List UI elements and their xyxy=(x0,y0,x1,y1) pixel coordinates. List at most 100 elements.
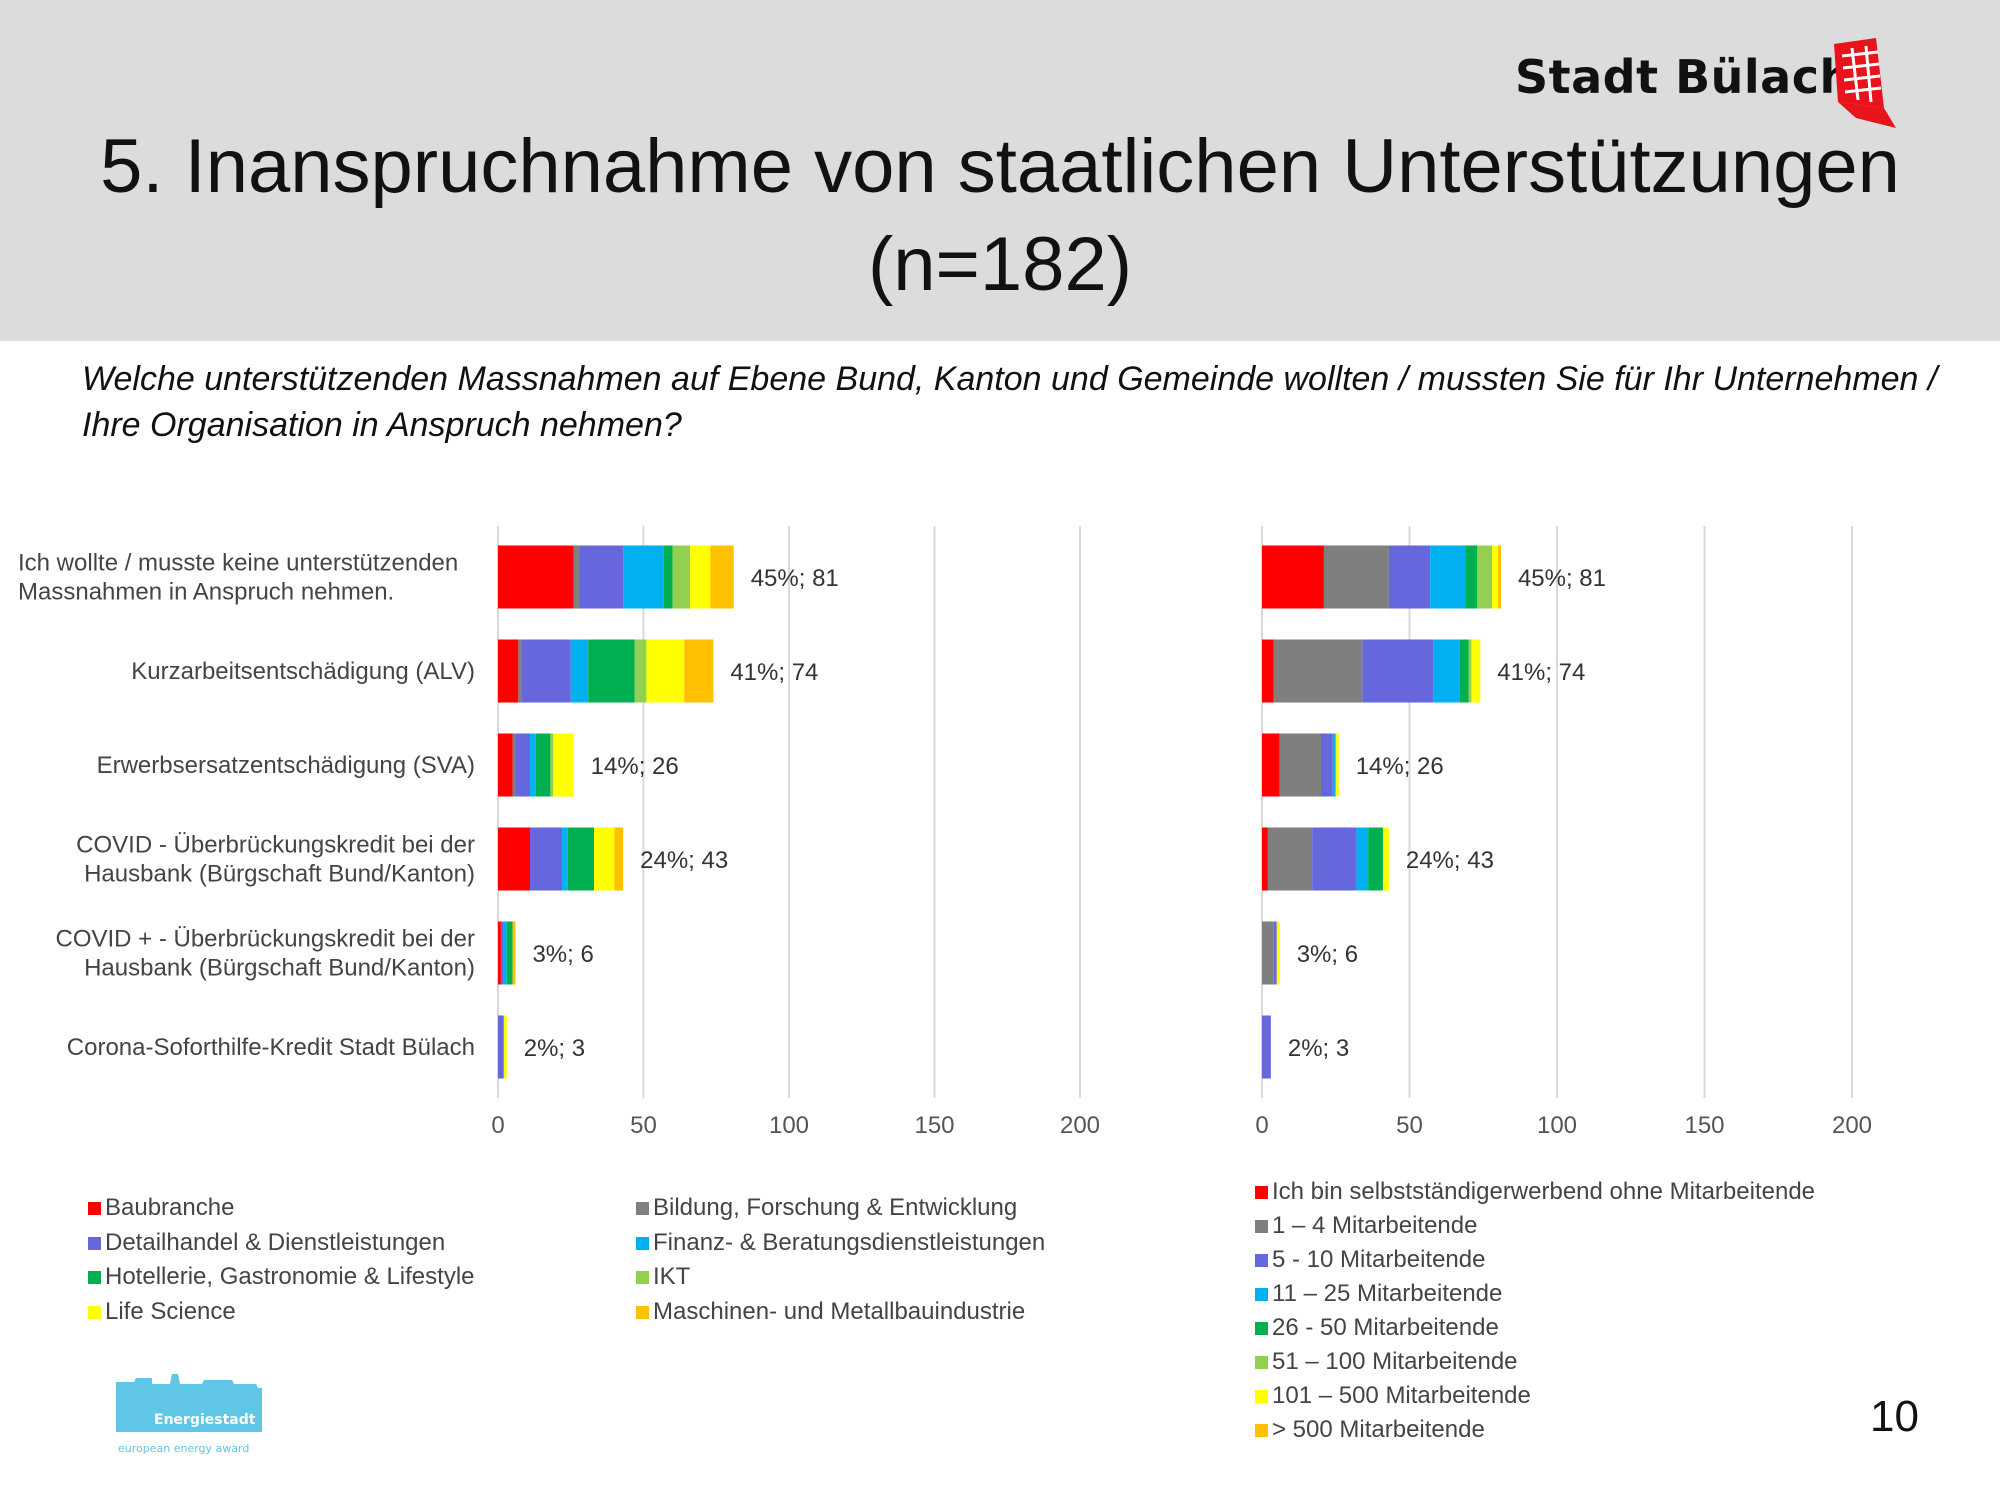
legend-label: Hotellerie, Gastronomie & Lifestyle xyxy=(105,1263,475,1290)
bar-segment xyxy=(672,545,691,609)
page-title-line2: (n=182) xyxy=(867,222,1133,307)
bar-segment xyxy=(1323,545,1389,609)
legend-swatch xyxy=(1255,1288,1268,1301)
page-number: 10 xyxy=(1870,1392,1919,1441)
x-tick-label: 100 xyxy=(769,1112,809,1139)
legend-label: > 500 Mitarbeitende xyxy=(1272,1416,1485,1443)
category-label: Kurzarbeitsentschädigung (ALV) xyxy=(131,658,475,685)
bar-segment xyxy=(1273,921,1277,985)
data-label: 3%; 6 xyxy=(532,941,593,968)
bar-segment xyxy=(503,1015,507,1079)
data-label: 3%; 6 xyxy=(1297,941,1358,968)
bar-segment xyxy=(1430,545,1466,609)
energiestadt-logo-subtext: european energy award xyxy=(118,1442,249,1455)
bar-segment xyxy=(1262,1015,1271,1079)
legend-label: 51 – 100 Mitarbeitende xyxy=(1272,1348,1518,1375)
bar-segment xyxy=(663,545,673,609)
energiestadt-logo: Energiestadt european energy award xyxy=(116,1374,262,1455)
legend-swatch xyxy=(1255,1424,1268,1437)
page-title-line1: 5. Inanspruchnahme von staatlichen Unter… xyxy=(100,124,1900,209)
legend-item: 101 – 500 Mitarbeitende xyxy=(1255,1382,1531,1410)
x-tick-label: 50 xyxy=(1396,1112,1423,1139)
legend-label: 1 – 4 Mitarbeitende xyxy=(1272,1212,1478,1239)
legend-item: Hotellerie, Gastronomie & Lifestyle xyxy=(88,1263,475,1291)
bar-segment xyxy=(1388,545,1431,609)
bar-segment xyxy=(550,733,554,797)
bar-segment xyxy=(1312,827,1357,891)
bar-segment xyxy=(521,639,571,703)
legend-item: 11 – 25 Mitarbeitende xyxy=(1255,1280,1502,1308)
category-label: Hausbank (Bürgschaft Bund/Kanton) xyxy=(84,955,475,982)
category-label: Erwerbsersatzentschädigung (SVA) xyxy=(97,752,475,779)
bar-segment xyxy=(512,921,516,985)
data-label: 14%; 26 xyxy=(591,753,679,780)
bar-segment xyxy=(1368,827,1383,891)
category-label: Corona-Soforthilfe-Kredit Stadt Bülach xyxy=(67,1034,475,1061)
legend-label: 5 - 10 Mitarbeitende xyxy=(1272,1246,1486,1273)
chart-2: 0 50 100 150 200 45%; 81 41%; 74 14%; 26 24%; 43… xyxy=(1255,526,1872,1139)
x-tick-label: 150 xyxy=(1684,1112,1724,1139)
legend-item: 1 – 4 Mitarbeitende xyxy=(1255,1212,1477,1240)
bar-segment xyxy=(646,639,685,703)
bar-segment xyxy=(710,545,734,609)
legend-swatch xyxy=(88,1271,101,1284)
bar-segment xyxy=(515,733,531,797)
data-label: 2%; 3 xyxy=(524,1035,585,1062)
bar-segment xyxy=(1262,921,1274,985)
bar-segment xyxy=(1492,545,1498,609)
survey-question: Welche unterstützenden Massnahmen auf Eb… xyxy=(82,360,1938,444)
category-label: Hausbank (Bürgschaft Bund/Kanton) xyxy=(84,861,475,888)
bar-segment xyxy=(588,639,635,703)
bar-segment xyxy=(690,545,711,609)
bar-segment xyxy=(1433,639,1460,703)
legend-label: 101 – 500 Mitarbeitende xyxy=(1272,1382,1531,1409)
bar-segment xyxy=(1382,827,1389,891)
legend-swatch xyxy=(636,1305,649,1319)
legend-swatch xyxy=(88,1305,101,1319)
legend-item: Finanz- & Beratungsdienstleistungen xyxy=(636,1229,1045,1257)
legend-swatch xyxy=(1255,1220,1268,1233)
bar-segment xyxy=(1362,639,1434,703)
legend-item: 26 - 50 Mitarbeitende xyxy=(1255,1314,1499,1342)
legend-label: Maschinen- und Metallbauindustrie xyxy=(653,1297,1026,1325)
bar-segment xyxy=(1276,921,1280,985)
header-band xyxy=(0,0,2000,341)
bar-segment xyxy=(1471,639,1481,703)
bar-segment xyxy=(1267,827,1313,891)
legend-label: Finanz- & Beratungsdienstleistungen xyxy=(653,1228,1046,1256)
bar-segment xyxy=(1332,733,1336,797)
bar-segment xyxy=(1279,733,1321,797)
data-label: 24%; 43 xyxy=(1406,847,1494,874)
bar-segment xyxy=(634,639,647,703)
bar-segment xyxy=(1459,639,1469,703)
legend-label: 26 - 50 Mitarbeitende xyxy=(1272,1314,1499,1341)
bar-segment xyxy=(562,827,568,891)
legend-label: Life Science xyxy=(105,1297,236,1325)
bar-segment xyxy=(1273,639,1363,703)
category-label: Ich wollte / musste keine unterstützende… xyxy=(18,550,458,577)
data-label: 45%; 81 xyxy=(1518,565,1606,592)
stadt-buelach-logo-icon xyxy=(1834,38,1896,128)
legend-swatch xyxy=(1255,1356,1268,1369)
legend-swatch xyxy=(1255,1322,1268,1335)
legend-swatch xyxy=(636,1271,649,1284)
legend-label: IKT xyxy=(653,1263,691,1290)
legend-item: Baubranche xyxy=(88,1194,234,1222)
legend-swatch xyxy=(1255,1390,1268,1403)
legend-item: Detailhandel & Dienstleistungen xyxy=(88,1229,445,1257)
bar-segment xyxy=(498,639,519,703)
bar-segment xyxy=(684,639,714,703)
bar-segment xyxy=(570,639,589,703)
category-label: COVID - Überbrückungskredit bei der xyxy=(76,832,475,859)
bar-segment xyxy=(1477,545,1493,609)
bar-segment xyxy=(594,827,615,891)
legend-swatch xyxy=(636,1236,649,1250)
bar-segment xyxy=(535,733,551,797)
bar-segment xyxy=(530,733,536,797)
energiestadt-logo-text: Energiestadt xyxy=(154,1412,256,1428)
data-label: 24%; 43 xyxy=(640,847,728,874)
legend-item: > 500 Mitarbeitende xyxy=(1255,1416,1485,1444)
chart-1: 0 50 100 150 200 Ich wollte / musste keine un… xyxy=(18,526,1100,1139)
data-label: 14%; 26 xyxy=(1356,753,1444,780)
x-tick-label: 100 xyxy=(1537,1112,1577,1139)
